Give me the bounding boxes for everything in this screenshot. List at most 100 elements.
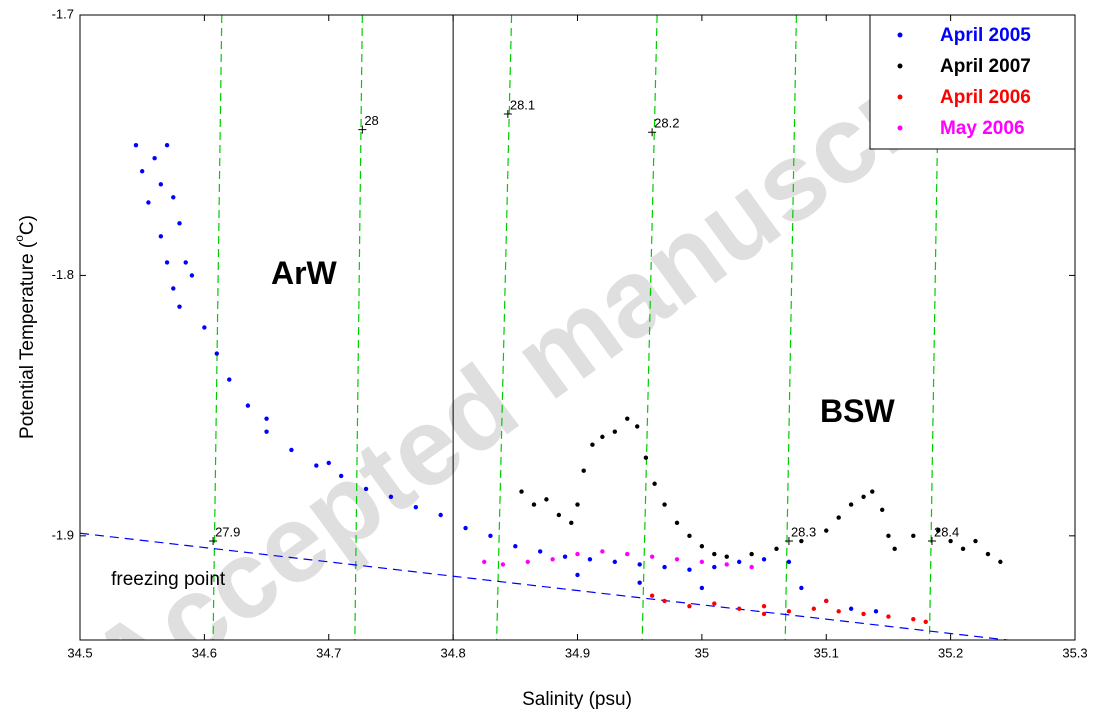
legend-marker bbox=[897, 94, 903, 100]
isopycnal-label: 27.9 bbox=[215, 524, 240, 539]
data-point bbox=[761, 611, 767, 617]
data-point bbox=[338, 473, 344, 479]
data-point bbox=[870, 489, 875, 494]
data-point bbox=[699, 559, 705, 565]
data-point bbox=[836, 609, 841, 614]
data-point bbox=[171, 195, 176, 200]
y-axis-label-end: C) bbox=[17, 215, 38, 235]
legend-label: May 2006 bbox=[940, 118, 1025, 139]
data-point bbox=[635, 424, 640, 429]
data-point bbox=[525, 559, 530, 565]
data-point bbox=[861, 494, 866, 499]
legend-marker bbox=[897, 63, 903, 69]
isopycnal-label: 28.2 bbox=[654, 116, 679, 131]
data-point bbox=[662, 502, 667, 507]
data-point bbox=[587, 557, 593, 562]
data-point bbox=[146, 200, 151, 205]
data-point bbox=[786, 609, 792, 614]
data-point bbox=[245, 403, 251, 408]
data-point bbox=[189, 273, 195, 278]
data-point bbox=[960, 546, 966, 552]
data-point bbox=[214, 351, 220, 356]
data-point bbox=[880, 507, 885, 512]
data-point bbox=[531, 502, 537, 507]
data-point bbox=[761, 603, 767, 609]
isopycnal-label: 28.3 bbox=[791, 524, 816, 539]
isopycnal-label: 28.4 bbox=[934, 524, 959, 539]
x-tick-label: 35.1 bbox=[814, 645, 839, 660]
data-point bbox=[550, 557, 555, 562]
data-point bbox=[463, 525, 468, 531]
data-point bbox=[643, 455, 649, 460]
annotation: BSW bbox=[820, 393, 895, 429]
data-point bbox=[935, 528, 941, 533]
data-point bbox=[886, 533, 891, 539]
data-point bbox=[761, 557, 767, 562]
data-point bbox=[699, 585, 705, 591]
x-tick-label: 35.2 bbox=[938, 645, 963, 660]
data-point bbox=[985, 551, 991, 557]
data-point bbox=[637, 562, 642, 567]
data-point bbox=[600, 434, 605, 440]
data-point bbox=[590, 442, 595, 447]
data-point bbox=[811, 606, 817, 611]
data-point bbox=[438, 512, 443, 518]
data-point bbox=[848, 606, 854, 611]
isopycnal-line bbox=[784, 15, 797, 640]
data-point bbox=[687, 603, 692, 609]
isopycnal-marker bbox=[648, 128, 657, 137]
data-point bbox=[152, 156, 157, 161]
data-point bbox=[171, 286, 176, 291]
data-point bbox=[158, 182, 164, 187]
data-point bbox=[886, 614, 891, 619]
data-point bbox=[649, 554, 655, 559]
data-point bbox=[923, 619, 928, 624]
legend-label: April 2006 bbox=[940, 87, 1031, 108]
data-point bbox=[513, 544, 518, 549]
data-point bbox=[824, 598, 829, 604]
data-point bbox=[699, 544, 705, 549]
data-point bbox=[674, 557, 680, 562]
data-point bbox=[158, 234, 164, 239]
legend-box bbox=[869, 14, 1076, 150]
data-point bbox=[164, 143, 170, 148]
data-point bbox=[177, 221, 182, 226]
legend-marker bbox=[897, 32, 903, 38]
data-point bbox=[712, 564, 717, 570]
data-point bbox=[363, 486, 369, 492]
x-tick-label: 35.3 bbox=[1062, 645, 1087, 660]
data-point bbox=[575, 572, 580, 578]
data-point bbox=[674, 520, 680, 526]
x-tick-label: 34.8 bbox=[440, 645, 465, 660]
data-point bbox=[687, 533, 692, 539]
isopycnal-line bbox=[496, 15, 513, 640]
data-point bbox=[133, 143, 139, 148]
data-point bbox=[388, 494, 394, 499]
data-point bbox=[519, 489, 524, 494]
data-point bbox=[575, 502, 580, 507]
data-point bbox=[774, 546, 779, 552]
data-point bbox=[500, 562, 506, 567]
data-point bbox=[911, 533, 916, 539]
x-tick-label: 34.9 bbox=[565, 645, 590, 660]
data-point bbox=[637, 580, 642, 585]
data-point bbox=[892, 546, 897, 552]
data-point bbox=[749, 551, 754, 557]
y-tick-label: -1.7 bbox=[52, 6, 74, 21]
y-axis-label: Potential Temperature (oC) bbox=[12, 215, 38, 439]
data-point bbox=[736, 559, 742, 565]
isopycnal-line bbox=[212, 15, 223, 640]
isopycnal-marker bbox=[784, 537, 793, 546]
isopycnal-line bbox=[354, 15, 363, 640]
annotation: ArW bbox=[271, 255, 338, 291]
freezing-line bbox=[80, 532, 1013, 640]
data-point bbox=[836, 515, 841, 520]
data-point bbox=[712, 551, 717, 557]
data-point bbox=[973, 538, 978, 544]
x-tick-label: 35 bbox=[695, 645, 709, 660]
data-point bbox=[786, 559, 792, 565]
data-point bbox=[164, 260, 170, 265]
data-point bbox=[652, 481, 657, 486]
isopycnal-marker bbox=[503, 109, 512, 118]
